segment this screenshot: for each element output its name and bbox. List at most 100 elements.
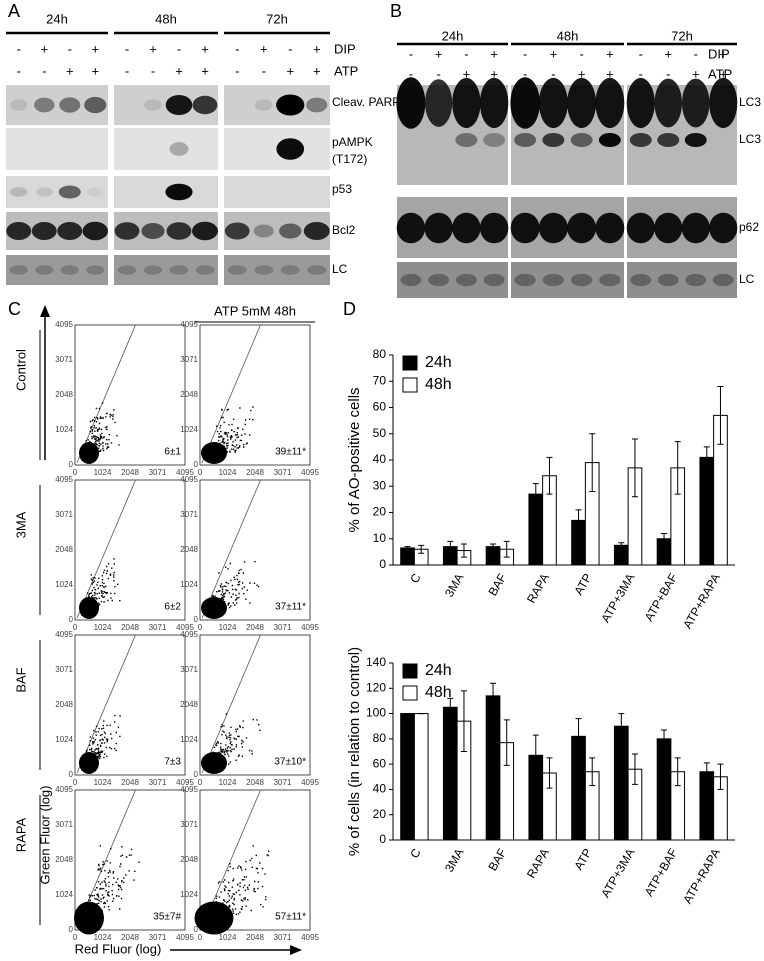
band [307,265,327,275]
x-tick-label: 2048 [246,623,264,632]
x-tick-label: ATP [571,846,594,872]
y-tick-label: 1024 [55,735,73,744]
error-bar [631,438,638,498]
y-tick-label: 4095 [55,320,73,329]
error-bar [546,757,553,789]
y-tick-label: 1024 [55,890,73,899]
y-tick-label: 60 [373,756,387,770]
band [514,273,536,287]
blot-strip [397,262,508,298]
y-tick-label: 4095 [180,475,198,484]
y-tick-label: 4095 [180,630,198,639]
x-tick-label: 0 [198,778,203,787]
sign: + [286,63,294,78]
row-label: ATP [334,63,358,78]
band [253,224,274,238]
y-tick-label: 3071 [180,355,198,364]
plot-frame [74,324,186,466]
legend-label: 24h [425,354,452,371]
sign: - [177,41,181,56]
band [192,95,218,115]
timepoint: 48h [155,11,177,26]
blot-strip [114,255,218,285]
y-tick-label: 40 [373,782,387,796]
x-tick-label: 0 [198,468,203,477]
y-tick-label: 3071 [55,665,73,674]
y-tick-label: 3071 [55,820,73,829]
x-tick-label: 1024 [94,468,112,477]
x-tick-label: C [407,846,424,861]
band [684,133,707,147]
blot-strip [114,128,218,170]
plot-frame [199,479,311,621]
band [479,212,509,244]
band [192,221,218,241]
band-label: LC3 II [739,132,764,146]
sign: - [639,46,643,61]
legend-label: 24h [425,662,452,679]
sign: + [201,63,209,78]
row-label: DIP [334,41,356,56]
error-bar [589,757,596,787]
row-label: RAPA [13,817,28,852]
band [570,133,593,147]
sign: + [260,41,268,56]
y-tick-label: 2048 [55,545,73,554]
y-tick-label: 2048 [180,700,198,709]
sign: + [175,63,183,78]
band [227,265,247,275]
band [86,265,105,275]
bar [699,456,715,566]
y-tick-label: 3071 [55,355,73,364]
band [685,273,707,287]
band [514,133,537,147]
sign: - [409,46,413,61]
sign: + [91,63,99,78]
band [279,223,302,239]
error-bar [674,757,681,787]
x-tick-label: 1024 [94,933,112,942]
gate-line [76,634,136,774]
row-label: 3MA [13,511,28,538]
band [483,133,506,147]
sign: - [551,66,555,81]
sign: + [490,46,498,61]
y-tick-label: 0 [69,615,74,624]
x-tick-label: 4095 [176,933,194,942]
arrow-head [290,945,302,955]
band [166,222,192,240]
sign: - [694,46,698,61]
row-label: ATP [708,66,732,81]
plot-frame [199,789,311,931]
error-bar [717,763,724,790]
band [165,94,193,116]
y-tick-label: 2048 [180,390,198,399]
annotation: 37±11* [275,602,306,613]
x-tick-label: 4095 [301,933,319,942]
y-tick-label: 0 [194,615,199,624]
x-tick-label: 3071 [149,933,167,942]
x-tick-label: 1024 [219,933,237,942]
band [654,212,683,244]
timepoint: 24h [442,28,464,43]
gate-line [201,479,261,619]
flow-x-label: Red Fluor (log) [75,941,162,956]
band [117,265,137,275]
dot-core [201,752,227,774]
plot-frame [74,634,186,776]
x-tick-label: 1024 [219,623,237,632]
x-tick-label: 3071 [274,933,292,942]
band [510,77,540,129]
y-tick-label: 4095 [55,630,73,639]
y-tick-label: 0 [379,832,386,846]
y-tick-label: 3071 [180,665,198,674]
x-tick-label: ATP+RAPA [680,846,723,906]
x-tick-label: 4095 [176,778,194,787]
y-tick-label: 2048 [180,545,198,554]
blot-strip [6,176,108,208]
sign: - [288,41,292,56]
x-tick-label: 4095 [301,468,319,477]
bar [485,695,501,841]
annotation: 6±1 [164,447,181,458]
bar [699,771,715,841]
